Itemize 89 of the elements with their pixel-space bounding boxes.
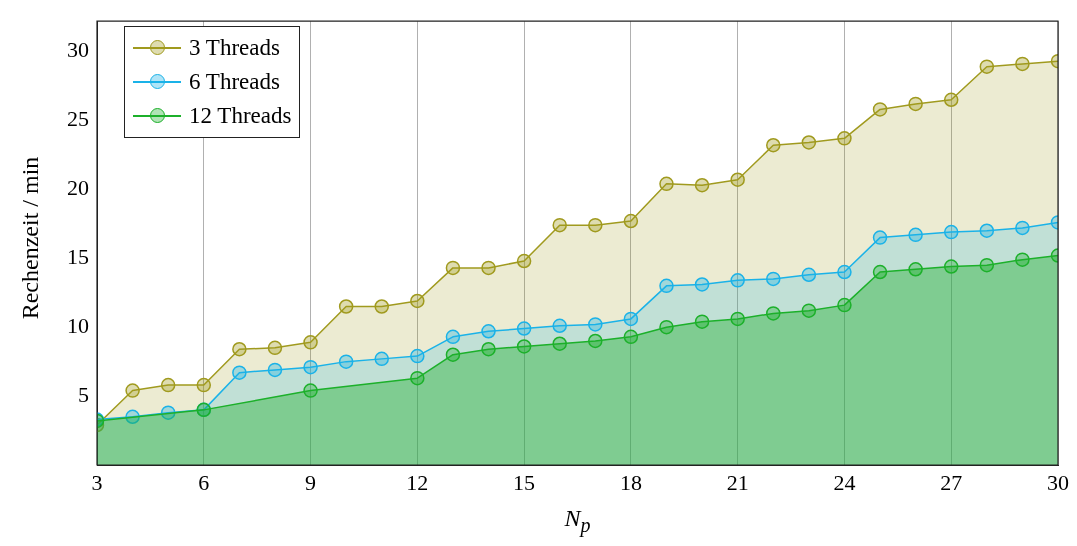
x-tick-label: 15	[513, 469, 536, 495]
point	[516, 321, 532, 336]
point	[410, 293, 425, 309]
y-tick-label: 25	[67, 106, 89, 132]
point	[232, 365, 247, 380]
point	[872, 230, 888, 245]
x-axis-title: N$_{p}$	[563, 505, 592, 537]
point	[623, 329, 639, 345]
point	[801, 135, 817, 150]
point	[979, 59, 995, 74]
point	[694, 314, 710, 329]
point	[659, 176, 674, 192]
y-tick-label: 10	[67, 312, 89, 338]
point	[730, 273, 745, 288]
point	[1015, 56, 1030, 72]
point	[730, 172, 745, 187]
point	[801, 267, 817, 283]
point	[481, 341, 496, 357]
x-tick-label: 3	[91, 469, 103, 495]
point	[374, 299, 389, 314]
point	[943, 224, 959, 240]
point	[623, 311, 639, 327]
point	[837, 297, 852, 313]
x-tick-label: 24	[833, 469, 856, 495]
point	[445, 329, 461, 345]
point	[943, 259, 959, 274]
point	[694, 177, 710, 193]
point	[730, 311, 745, 327]
point	[694, 277, 710, 292]
legend-label: 12 Threads	[189, 103, 292, 129]
point	[766, 271, 781, 287]
point	[445, 347, 461, 362]
x-tick-label: 21	[726, 469, 749, 495]
point	[516, 339, 532, 354]
x-tick-label: 30	[1047, 469, 1069, 495]
point	[943, 92, 959, 108]
point	[908, 227, 923, 243]
point	[588, 333, 603, 349]
point	[1015, 252, 1030, 267]
point	[481, 260, 496, 276]
point	[659, 278, 674, 294]
y-tick-label: 5	[78, 381, 89, 407]
point	[766, 306, 781, 321]
point	[303, 359, 318, 375]
x-tick-label: 18	[619, 469, 642, 495]
x-tick-label: 9	[305, 469, 317, 495]
point	[552, 318, 567, 334]
legend-label: 3 Threads	[189, 35, 280, 61]
x-tick-label: 6	[198, 469, 210, 495]
legend-label: 6 Threads	[189, 69, 280, 95]
point	[1015, 220, 1030, 236]
point	[908, 262, 923, 277]
point	[623, 213, 639, 229]
point	[588, 217, 603, 233]
point	[303, 335, 318, 350]
point	[552, 217, 567, 233]
y-axis-title: Rechenzeit / min	[16, 156, 44, 320]
point	[338, 299, 354, 314]
point	[872, 102, 888, 117]
point	[552, 336, 567, 351]
y-tick-label: 15	[67, 244, 89, 270]
point	[125, 383, 140, 398]
point	[196, 377, 212, 393]
point	[303, 383, 318, 398]
point	[160, 377, 176, 393]
point	[410, 370, 425, 386]
point	[445, 260, 461, 276]
point	[481, 324, 496, 339]
point	[232, 341, 247, 357]
point	[659, 319, 674, 335]
point	[338, 354, 354, 369]
point	[979, 223, 995, 238]
y-tick-label: 30	[67, 37, 89, 63]
point	[908, 96, 923, 112]
point	[410, 348, 425, 364]
point	[267, 340, 283, 356]
y-tick-label: 20	[67, 175, 89, 201]
point	[872, 264, 888, 280]
point	[766, 137, 781, 153]
point	[837, 264, 852, 280]
point	[374, 351, 389, 367]
point	[837, 131, 852, 146]
point	[267, 362, 283, 378]
x-tick-label: 27	[940, 469, 963, 495]
x-tick-label: 12	[406, 469, 429, 495]
point	[801, 303, 817, 318]
point	[588, 317, 603, 332]
point	[516, 253, 532, 269]
point	[979, 257, 995, 273]
